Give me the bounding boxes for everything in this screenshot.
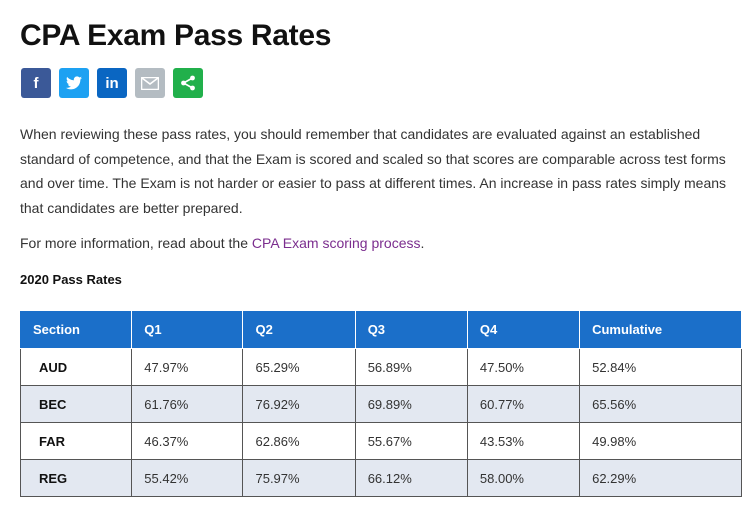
header-section: Section xyxy=(19,310,133,349)
header-q2: Q2 xyxy=(242,310,356,349)
table-cell: 43.53% xyxy=(466,422,581,460)
page-title: CPA Exam Pass Rates xyxy=(20,19,332,52)
share-bar: f in xyxy=(21,68,203,98)
header-q1: Q1 xyxy=(131,310,244,349)
pass-rates-subheading: 2020 Pass Rates xyxy=(20,272,122,287)
scoring-process-link[interactable]: CPA Exam scoring process xyxy=(251,235,421,251)
more-info-prefix: For more information, read about the xyxy=(20,235,252,251)
table-cell: 76.92% xyxy=(242,385,356,423)
table-cell: 58.00% xyxy=(466,459,581,497)
table-row: REG 55.42% 75.97% 66.12% 58.00% 62.29% xyxy=(19,459,742,497)
table-cell: 52.84% xyxy=(579,348,742,386)
row-section: REG xyxy=(19,459,133,497)
table-cell: 46.37% xyxy=(131,422,244,460)
table-cell: 61.76% xyxy=(131,385,244,423)
table-cell: 55.42% xyxy=(131,459,244,497)
table-cell: 65.56% xyxy=(579,385,742,423)
table-cell: 62.86% xyxy=(242,422,356,460)
facebook-share-button[interactable]: f xyxy=(21,68,51,98)
table-row: FAR 46.37% 62.86% 55.67% 43.53% 49.98% xyxy=(19,422,742,460)
table-cell: 60.77% xyxy=(466,385,581,423)
header-q4: Q4 xyxy=(466,310,581,349)
more-info-suffix: . xyxy=(420,235,425,251)
pass-rates-table: Section Q1 Q2 Q3 Q4 Cumulative AUD 47.97… xyxy=(19,310,742,497)
intro-paragraph: When reviewing these pass rates, you sho… xyxy=(20,126,727,216)
facebook-icon: f xyxy=(33,74,39,92)
table-cell: 56.89% xyxy=(354,348,468,386)
table-header-row: Section Q1 Q2 Q3 Q4 Cumulative xyxy=(19,310,742,349)
table-row: AUD 47.97% 65.29% 56.89% 47.50% 52.84% xyxy=(19,348,742,386)
table-cell: 75.97% xyxy=(242,459,356,497)
twitter-icon xyxy=(66,76,82,90)
email-icon xyxy=(141,76,159,90)
table-cell: 66.12% xyxy=(354,459,468,497)
row-section: FAR xyxy=(19,422,133,460)
table-cell: 55.67% xyxy=(354,422,468,460)
table-cell: 69.89% xyxy=(354,385,468,423)
table-cell: 62.29% xyxy=(579,459,742,497)
twitter-share-button[interactable] xyxy=(59,68,89,98)
row-section: BEC xyxy=(19,385,133,423)
header-cumulative: Cumulative xyxy=(579,310,742,349)
share-button[interactable] xyxy=(173,68,203,98)
header-q3: Q3 xyxy=(354,310,468,349)
row-section: AUD xyxy=(19,348,133,386)
table-cell: 65.29% xyxy=(242,348,356,386)
linkedin-icon: in xyxy=(105,74,119,92)
email-share-button[interactable] xyxy=(135,68,165,98)
linkedin-share-button[interactable]: in xyxy=(97,68,127,98)
share-icon xyxy=(180,75,196,91)
table-cell: 49.98% xyxy=(579,422,742,460)
table-row: BEC 61.76% 76.92% 69.89% 60.77% 65.56% xyxy=(19,385,742,423)
table-cell: 47.97% xyxy=(131,348,244,386)
more-info-text: For more information, read about the CPA… xyxy=(20,232,424,254)
table-cell: 47.50% xyxy=(466,348,581,386)
